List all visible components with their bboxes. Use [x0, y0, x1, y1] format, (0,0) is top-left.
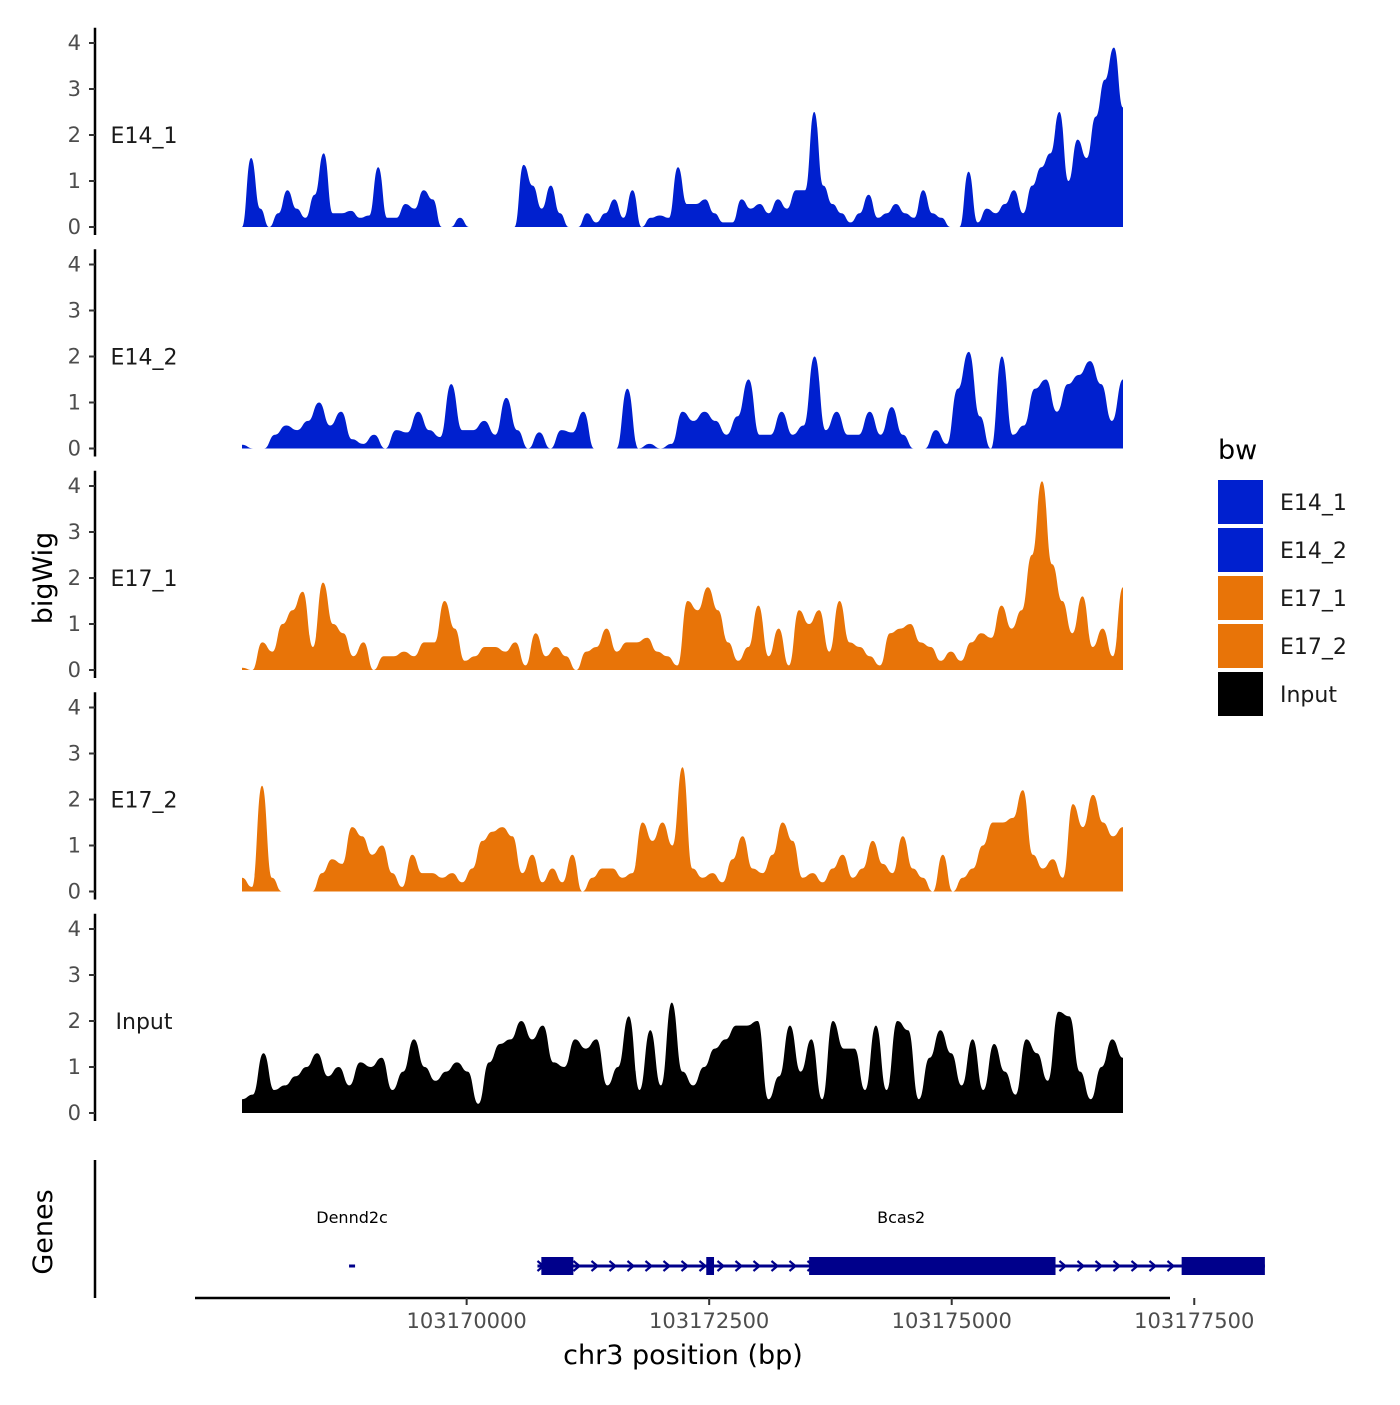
- strand-chevron: [752, 1260, 762, 1272]
- y-tick-label: 1: [68, 169, 81, 193]
- y-tick-label: 4: [68, 917, 81, 941]
- gene-Bcas2: Bcas2: [536, 1208, 1265, 1275]
- y-tick-label: 1: [68, 612, 81, 636]
- strand-chevron: [680, 1260, 690, 1272]
- track-label-E14_1: E14_1: [111, 124, 178, 149]
- signal-area-E14_1: [242, 47, 1123, 227]
- strand-chevron: [716, 1260, 726, 1272]
- strand-chevron: [608, 1260, 618, 1272]
- legend-key-E17_2: [1218, 624, 1263, 668]
- track-label-Input: Input: [116, 1010, 173, 1035]
- x-tick-label: 103170000: [407, 1309, 527, 1333]
- y-tick-label: 1: [68, 1055, 81, 1079]
- y-tick-label: 2: [68, 1009, 81, 1033]
- y-tick-label: 2: [68, 345, 81, 369]
- legend-key-E17_1: [1218, 576, 1263, 620]
- strand-chevron: [1130, 1260, 1140, 1272]
- legend-key-Input: [1218, 672, 1263, 716]
- strand-chevron: [644, 1260, 654, 1272]
- track-label-E17_1: E17_1: [111, 567, 178, 592]
- y-tick-label: 3: [68, 963, 81, 987]
- tracks-layer: 0 1 2 3 4 E14_1 0 1 2 3 4 E14_2 0 1 2 3 4 E17_1 0 1 2 3 4 E17_2…: [68, 27, 1123, 1125]
- y-tick-label: 4: [68, 31, 81, 55]
- signal-area-Input: [242, 1002, 1123, 1113]
- y-tick-label: 4: [68, 253, 81, 277]
- legend-label-E14_1: E14_1: [1280, 491, 1347, 516]
- x-tick-label: 103177500: [1134, 1309, 1254, 1333]
- legend-key-E14_2: [1218, 528, 1263, 572]
- legend-label-E17_2: E17_2: [1280, 635, 1347, 660]
- y-tick-label: 1: [68, 834, 81, 858]
- strand-chevron: [698, 1260, 708, 1272]
- y-tick-label: 2: [68, 788, 81, 812]
- gene-Dennd2c: Dennd2c: [316, 1208, 388, 1268]
- y-tick-label: 1: [68, 391, 81, 415]
- signal-area-E17_1: [242, 481, 1123, 670]
- strand-chevron: [590, 1260, 600, 1272]
- strand-chevron: [572, 1260, 582, 1272]
- track-E17_2: 0 1 2 3 4 E17_2: [68, 692, 1123, 904]
- strand-chevron: [1166, 1260, 1176, 1272]
- signal-area-E14_2: [242, 351, 1123, 449]
- signal-area-E17_2: [242, 767, 1123, 892]
- y-tick-label: 3: [68, 520, 81, 544]
- y-tick-label: 4: [68, 696, 81, 720]
- y-tick-label: 0: [68, 880, 81, 904]
- track-E14_1: 0 1 2 3 4 E14_1: [68, 27, 1123, 239]
- gene-label-Bcas2: Bcas2: [877, 1208, 925, 1227]
- genes-axis-title: Genes: [28, 1189, 59, 1274]
- legend-key-E14_1: [1218, 480, 1263, 524]
- strand-chevron: [1076, 1260, 1086, 1272]
- gene-exon: [706, 1257, 715, 1275]
- track-label-E17_2: E17_2: [111, 789, 178, 814]
- strand-chevron: [1112, 1260, 1122, 1272]
- y-tick-label: 3: [68, 299, 81, 323]
- y-tick-label: 0: [68, 437, 81, 461]
- y-axis-title: bigWig: [28, 532, 59, 625]
- y-tick-label: 4: [68, 474, 81, 498]
- gene-exon: [541, 1257, 574, 1275]
- track-label-E14_2: E14_2: [111, 346, 178, 371]
- y-tick-label: 2: [68, 123, 81, 147]
- strand-chevron: [734, 1260, 744, 1272]
- gene-label-Dennd2c: Dennd2c: [316, 1208, 388, 1227]
- x-tick-label: 103175000: [892, 1309, 1012, 1333]
- strand-chevron: [626, 1260, 636, 1272]
- track-E14_2: 0 1 2 3 4 E14_2: [68, 249, 1123, 461]
- gene-exon: [809, 1257, 1056, 1275]
- legend-label-E17_1: E17_1: [1280, 587, 1347, 612]
- y-tick-label: 0: [68, 1101, 81, 1125]
- x-tick-label: 103172500: [649, 1309, 769, 1333]
- y-tick-label: 3: [68, 742, 81, 766]
- track-E17_1: 0 1 2 3 4 E17_1: [68, 470, 1123, 682]
- legend: E14_1 E14_2 E17_1 E17_2 Input: [1218, 480, 1347, 716]
- strand-chevron: [1148, 1260, 1158, 1272]
- gene-exon: [1181, 1257, 1265, 1275]
- strand-chevron: [788, 1260, 798, 1272]
- genes-layer: Dennd2c Bcas2: [93, 1160, 1265, 1298]
- y-tick-label: 3: [68, 77, 81, 101]
- legend-title: bw: [1218, 435, 1257, 466]
- y-tick-label: 0: [68, 658, 81, 682]
- x-axis-title: chr3 position (bp): [563, 1340, 803, 1371]
- legend-label-E14_2: E14_2: [1280, 539, 1347, 564]
- y-tick-label: 2: [68, 566, 81, 590]
- track-Input: 0 1 2 3 4 Input: [68, 913, 1123, 1125]
- legend-label-Input: Input: [1280, 683, 1337, 708]
- strand-chevron: [1058, 1260, 1068, 1272]
- strand-chevron: [770, 1260, 780, 1272]
- x-axis: 103170000 103172500 103175000 103177500: [195, 1296, 1254, 1333]
- strand-chevron: [662, 1260, 672, 1272]
- strand-chevron: [1094, 1260, 1104, 1272]
- y-tick-label: 0: [68, 215, 81, 239]
